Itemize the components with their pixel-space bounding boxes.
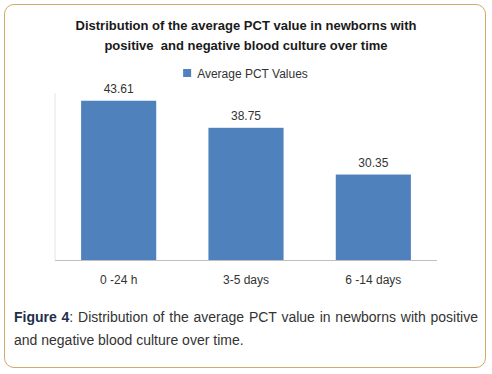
caption: Figure 4: Distribution of the average PC… (14, 306, 478, 352)
title: Distribution of the average PCT value in… (66, 16, 426, 56)
y-axis (55, 93, 56, 260)
chart: Average PCT Values 0 -24 h 3-5 days 6 -14 d… (0, 0, 492, 374)
legend: Average PCT Values (183, 67, 308, 81)
x-tick-label: 3-5 days (223, 273, 269, 287)
bars (81, 101, 411, 260)
bar (336, 175, 411, 260)
caption-label: Figure 4 (14, 309, 69, 325)
x-tick-label: 6 -14 days (345, 273, 401, 287)
bar (81, 101, 156, 260)
bar (208, 128, 283, 260)
data-label: 38.75 (231, 109, 261, 123)
x-axis (55, 260, 437, 261)
x-tick-label: 0 -24 h (100, 273, 137, 287)
data-label: 43.61 (104, 82, 134, 96)
legend-swatch (183, 69, 191, 77)
legend-label: Average PCT Values (197, 67, 308, 81)
data-label: 30.35 (358, 156, 388, 170)
